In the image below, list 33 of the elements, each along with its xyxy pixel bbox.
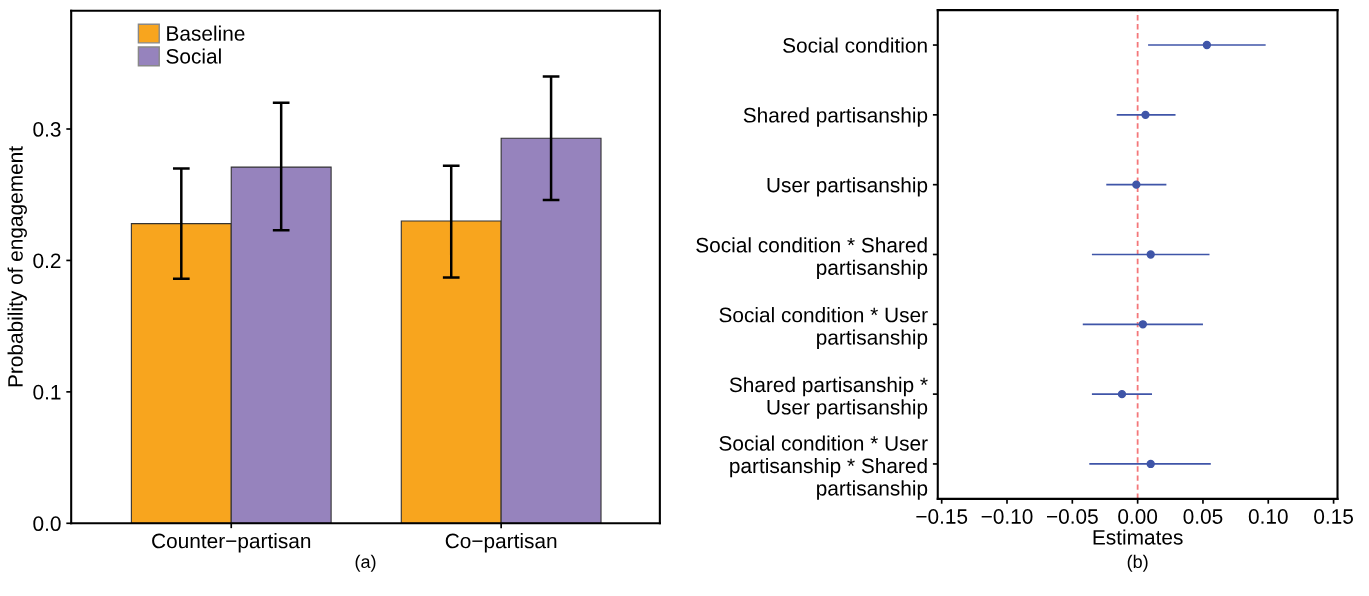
point bbox=[1141, 110, 1150, 120]
y-tick-label: Social condition * Shared partisanship bbox=[696, 237, 928, 280]
x-tick-label: −0.15 bbox=[916, 509, 968, 524]
legend-label: Social bbox=[166, 48, 221, 64]
x-tick-label: Counter−partisan bbox=[152, 533, 311, 553]
y-tick-label: 0.3 bbox=[33, 122, 61, 137]
y-tick-label: Shared partisanship * User partisanship bbox=[729, 376, 928, 419]
point bbox=[1138, 320, 1148, 329]
x-tick-label: −0.05 bbox=[1046, 509, 1098, 524]
text: (a) bbox=[355, 554, 376, 572]
y-tick-label: Social condition * User partisanship bbox=[719, 307, 928, 349]
y-tick-label: 0.0 bbox=[33, 516, 61, 532]
x-tick-label: Co−partisan bbox=[445, 533, 557, 553]
x-tick-label: −0.10 bbox=[981, 509, 1033, 524]
point bbox=[1202, 40, 1212, 50]
y-tick-label: 0.1 bbox=[33, 384, 61, 400]
y-tick-label: 0.2 bbox=[33, 253, 61, 269]
x-tick-label: 0.10 bbox=[1248, 509, 1288, 524]
x-tick-label: 0.05 bbox=[1183, 509, 1223, 524]
point bbox=[1146, 459, 1155, 469]
x-tick-label: 0.00 bbox=[1118, 509, 1158, 524]
point bbox=[1132, 180, 1141, 189]
y-axis-title: Probability of engagement bbox=[7, 146, 27, 387]
y-tick-label: Social condition * User partisanship * Shared partisanship bbox=[719, 435, 928, 500]
y-tick-label: Shared partisanship bbox=[743, 107, 928, 127]
x-axis-title: Estimates bbox=[1093, 529, 1183, 545]
point bbox=[1146, 250, 1155, 259]
y-tick-label: User partisanship bbox=[767, 177, 928, 197]
x-tick-label: 0.15 bbox=[1314, 509, 1353, 524]
y-tick-label: Social condition bbox=[783, 37, 927, 53]
point bbox=[1117, 389, 1127, 399]
legend-label: Baseline bbox=[167, 25, 245, 41]
text: (b) bbox=[1127, 554, 1148, 572]
